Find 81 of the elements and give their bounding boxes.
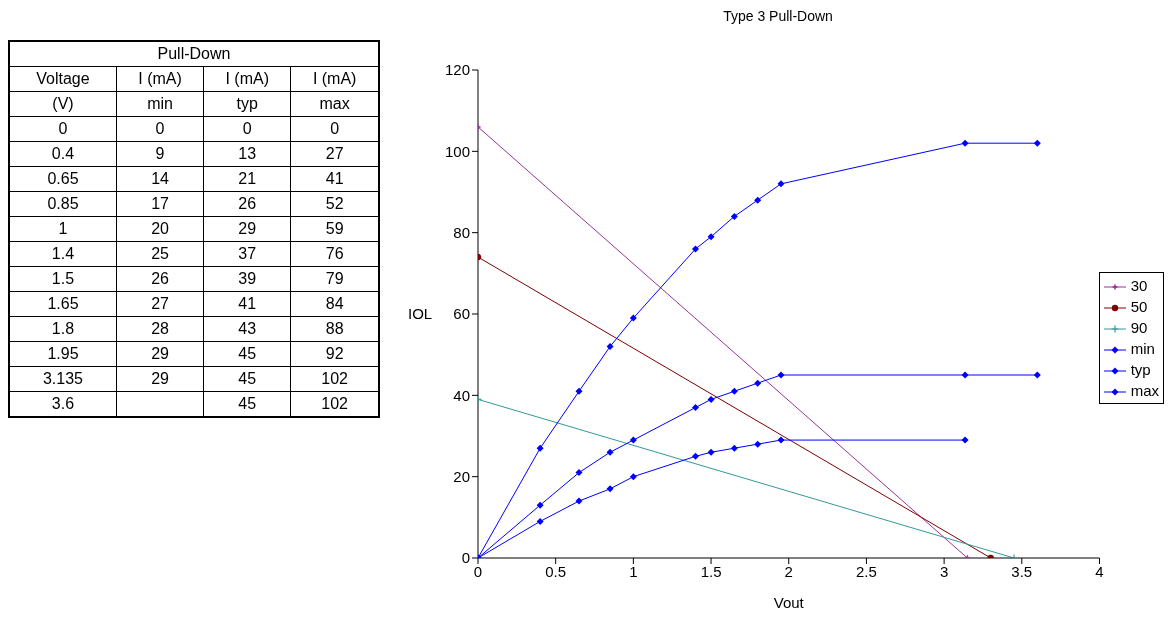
- legend-label: typ: [1129, 360, 1152, 380]
- x-axis-title: Vout: [773, 594, 805, 611]
- data-label: 76: [290, 241, 379, 267]
- category-label: 1: [9, 216, 117, 242]
- data-label: 88: [290, 316, 379, 342]
- data-label: 59: [290, 216, 379, 242]
- data-label: 20: [116, 216, 204, 242]
- legend-label: 30: [1129, 276, 1149, 296]
- text: Voltage: [9, 66, 117, 92]
- data-label: 92: [290, 341, 379, 367]
- category-label: 0.65: [9, 166, 117, 192]
- y-tick-label: 80: [453, 223, 470, 241]
- data-label: 41: [203, 291, 291, 317]
- text: Pull-Down: [9, 41, 379, 67]
- x-tick-label: 3: [939, 562, 949, 580]
- data-label: 37: [203, 241, 291, 267]
- legend-label: min: [1129, 339, 1156, 359]
- y-tick-label: 0: [461, 549, 470, 567]
- legend-label: 50: [1129, 297, 1149, 317]
- data-label: 43: [203, 316, 291, 342]
- text: I (mA): [116, 66, 204, 92]
- data-label: 27: [290, 141, 379, 167]
- x-tick-label: 2.5: [856, 562, 877, 580]
- data-label: 84: [290, 291, 379, 317]
- legend-label: max: [1129, 381, 1159, 401]
- category-label: 3.135: [9, 366, 117, 392]
- x-tick-label: 2: [784, 562, 793, 580]
- text: I (mA): [203, 66, 291, 92]
- text: I (mA): [290, 66, 379, 92]
- data-label: 29: [203, 216, 291, 242]
- data-label: 13: [203, 141, 291, 167]
- x-tick-label: 4: [1095, 562, 1104, 580]
- category-label: 1.5: [9, 266, 117, 292]
- data-label: 29: [116, 341, 204, 367]
- data-label: 29: [116, 366, 204, 392]
- category-label: 0.4: [9, 141, 117, 167]
- data-label: 26: [116, 266, 204, 292]
- category-label: 1.95: [9, 341, 117, 367]
- data-label: 0: [9, 116, 117, 142]
- x-tick-label: 0: [473, 562, 483, 580]
- category-label: 3.6: [9, 391, 117, 417]
- text: typ: [203, 91, 291, 117]
- legend-label: 90: [1129, 318, 1149, 338]
- data-label: 26: [203, 191, 291, 217]
- text: max: [290, 91, 379, 117]
- text: (V): [9, 91, 117, 117]
- category-label: 1.65: [9, 291, 117, 317]
- x-tick-label: 1: [629, 562, 638, 580]
- x-tick-label: 3.5: [1011, 562, 1033, 580]
- data-label: 102: [290, 366, 379, 392]
- data-label: 41: [290, 166, 379, 192]
- category-label: 1.4: [9, 241, 117, 267]
- data-label: 45: [203, 366, 291, 392]
- x-tick-label: 1.5: [700, 562, 722, 580]
- x-tick-label: 0.5: [545, 562, 567, 580]
- data-label: 0: [203, 116, 291, 142]
- y-tick-label: 120: [444, 61, 470, 79]
- y-axis-title: IOL: [408, 305, 433, 323]
- data-label: 28: [116, 316, 204, 342]
- data-label: 25: [116, 241, 204, 267]
- data-label: 102: [290, 391, 379, 417]
- category-label: 0.85: [9, 191, 117, 217]
- text: min: [116, 91, 204, 117]
- data-label: 45: [203, 341, 291, 367]
- category-label: 1.8: [9, 316, 117, 342]
- data-label: 9: [116, 141, 204, 167]
- chart-title: Type 3 Pull-Down: [722, 8, 834, 24]
- data-label: 0: [116, 116, 204, 142]
- data-label: 21: [203, 166, 291, 192]
- data-label: 39: [203, 266, 291, 292]
- y-tick-label: 20: [453, 467, 470, 485]
- y-tick-label: 40: [453, 386, 470, 404]
- data-label: 79: [290, 266, 379, 292]
- data-label: 52: [290, 191, 379, 217]
- data-label: 14: [116, 166, 204, 192]
- data-label: 17: [116, 191, 204, 217]
- y-tick-label: 100: [444, 142, 470, 160]
- data-label: 45: [203, 391, 291, 417]
- category-label: 0: [290, 116, 379, 142]
- y-tick-label: 60: [453, 305, 470, 323]
- data-label: 27: [116, 291, 204, 317]
